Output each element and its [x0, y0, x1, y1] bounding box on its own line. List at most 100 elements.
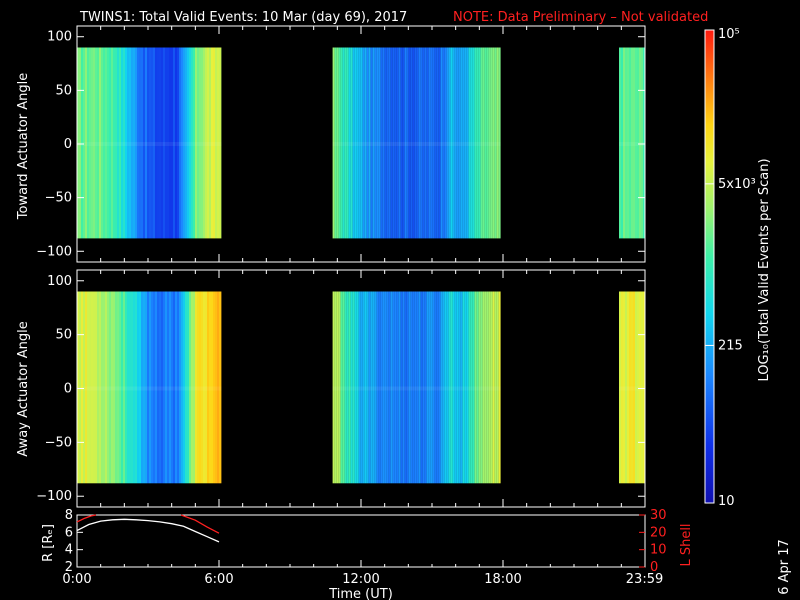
scan-column	[380, 47, 383, 239]
toward-ylabel: Toward Actuator Angle	[16, 73, 31, 220]
scan-column	[474, 291, 477, 484]
time-tick-label: 0:00	[62, 572, 91, 587]
scan-column	[404, 47, 407, 239]
scan-column	[197, 47, 199, 239]
colorbar-label: LOG₁₀(Total Valid Events per Scan)	[757, 158, 772, 381]
scan-column	[402, 291, 405, 484]
scan-column	[141, 47, 143, 239]
scan-column	[99, 291, 101, 484]
scan-column	[209, 47, 211, 239]
scan-column	[137, 47, 139, 239]
scan-column	[404, 291, 407, 484]
scan-column	[394, 47, 397, 239]
scan-column	[368, 291, 371, 484]
scan-column	[621, 47, 623, 239]
scan-column	[494, 291, 497, 484]
scan-column	[189, 47, 191, 239]
away-actuator-panel: 100 50 0 −50 −100	[36, 269, 646, 508]
scan-column	[366, 291, 369, 484]
scan-column	[400, 291, 403, 484]
colorbar-tick-label: 5x10³	[718, 177, 756, 192]
scan-column	[462, 47, 465, 239]
scan-column	[388, 47, 391, 239]
scan-column	[478, 291, 481, 484]
scan-column	[161, 47, 163, 239]
scan-column	[621, 291, 623, 484]
scan-column	[199, 47, 201, 239]
scan-column	[111, 47, 113, 239]
scan-column	[436, 47, 439, 239]
preliminary-note: NOTE: Data Preliminary – Not validated	[453, 10, 708, 25]
time-tick-label: 12:00	[342, 572, 379, 587]
scan-column	[446, 291, 449, 484]
time-tick-label: 6:00	[204, 572, 233, 587]
scan-column	[370, 47, 373, 239]
scan-column	[173, 47, 175, 239]
scan-column	[388, 291, 391, 484]
scan-column	[490, 47, 493, 239]
scan-column	[143, 47, 145, 239]
colorbar-tick-label: 10	[718, 494, 735, 509]
scan-column	[402, 47, 405, 239]
scan-column	[430, 291, 433, 484]
scan-column	[458, 47, 461, 239]
scan-column	[372, 47, 375, 239]
scan-column	[623, 47, 625, 239]
scan-column	[386, 47, 389, 239]
scan-column	[201, 291, 203, 484]
scan-column	[205, 47, 207, 239]
zero-angle-band	[77, 386, 222, 391]
scan-column	[209, 291, 211, 484]
scan-column	[149, 291, 151, 484]
scan-column	[173, 291, 175, 484]
scan-column	[89, 47, 91, 239]
scan-column	[207, 47, 209, 239]
scan-column	[101, 47, 103, 239]
scan-column	[462, 291, 465, 484]
scan-column	[127, 47, 129, 239]
scan-column	[420, 47, 423, 239]
scan-column	[480, 47, 483, 239]
away-ylabel: Away Actuator Angle	[16, 321, 31, 456]
ytick-label: 100	[47, 30, 72, 45]
scan-segment	[332, 47, 501, 239]
scan-column	[105, 47, 107, 239]
scan-column	[141, 291, 143, 484]
scan-column	[362, 47, 365, 239]
scan-column	[107, 291, 109, 484]
scan-column	[183, 47, 185, 239]
scan-column	[354, 291, 357, 484]
scan-column	[135, 291, 137, 484]
scan-column	[452, 47, 455, 239]
scan-segment	[77, 47, 222, 239]
scan-column	[484, 47, 487, 239]
scan-column	[177, 291, 179, 484]
scan-column	[448, 291, 451, 484]
scan-column	[121, 291, 123, 484]
scan-column	[147, 291, 149, 484]
scan-column	[77, 291, 79, 484]
scan-column	[189, 291, 191, 484]
scan-segment	[619, 47, 645, 239]
scan-column	[488, 291, 491, 484]
scan-column	[498, 47, 501, 239]
scan-column	[165, 291, 167, 484]
scan-column	[109, 47, 111, 239]
scan-column	[396, 47, 399, 239]
scan-column	[338, 291, 341, 484]
scan-column	[191, 291, 193, 484]
scan-column	[470, 47, 473, 239]
scan-column	[619, 47, 621, 239]
scan-segment	[77, 291, 222, 484]
scan-column	[342, 47, 345, 239]
scan-column	[376, 291, 379, 484]
scan-column	[81, 47, 83, 239]
scan-column	[372, 291, 375, 484]
scan-column	[171, 47, 173, 239]
scan-column	[358, 291, 361, 484]
scan-column	[159, 291, 161, 484]
scan-column	[183, 291, 185, 484]
scan-column	[440, 47, 443, 239]
scan-column	[468, 47, 471, 239]
